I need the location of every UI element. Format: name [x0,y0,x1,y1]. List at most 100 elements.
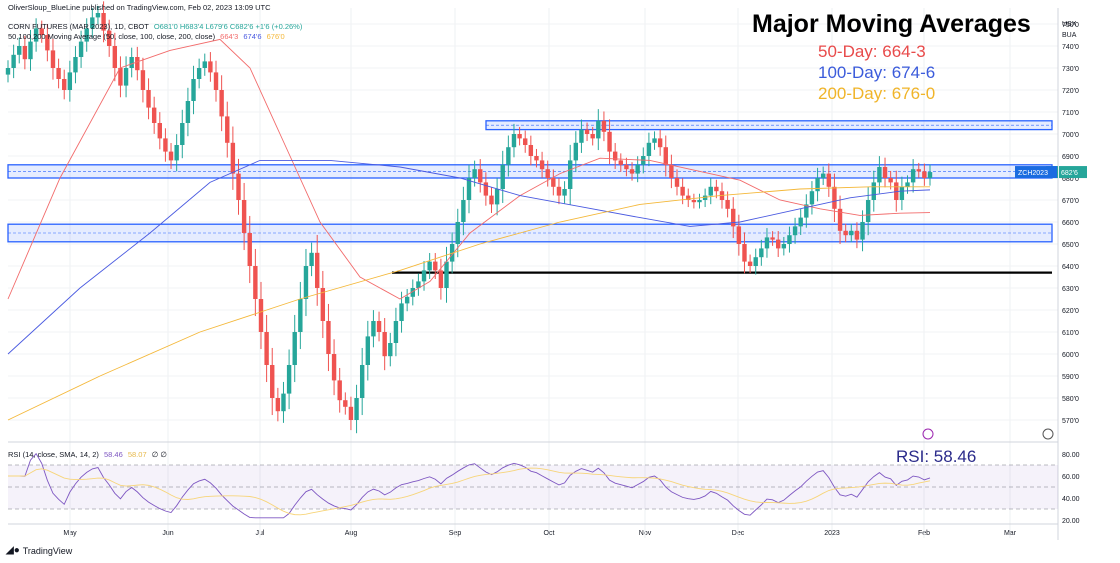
candle [624,157,629,177]
candle-body [781,244,787,249]
y-tick-label: 600'0 [1062,352,1079,359]
candle [877,156,882,194]
candle-body [455,222,460,244]
candle-body [517,134,522,139]
candle [101,1,106,43]
candle [882,157,888,188]
y-tick-label: 690'0 [1062,154,1079,161]
candle-body [635,164,640,174]
candle [506,135,511,177]
symbol-label: CORN FUTURES (MAR 2023), 1D, CBOT [8,22,149,31]
candle [146,78,151,120]
candle-body [860,222,865,240]
last-price-value: 682'6 [1061,170,1078,177]
candle [185,87,191,137]
candle-body [725,200,730,209]
candle [736,214,742,256]
rsi-sma-value: 58.07 [127,450,147,459]
tradingview-logo-text: TradingView [22,545,73,556]
candle-body [11,54,16,68]
candle-body [686,195,691,200]
candle [168,143,174,169]
candle-body [894,182,899,200]
candle-body [84,28,89,42]
y-tick-label: 740'0 [1062,44,1079,51]
candle-body [95,13,101,18]
candle-body [759,248,764,258]
candle-body [489,195,494,205]
candle [444,246,449,303]
candle-body [112,46,118,68]
candle [163,128,168,162]
candle [792,217,798,244]
candle [331,339,337,396]
candle-body [877,167,882,183]
candle-body [910,169,916,183]
ma100-value: 674'6 [243,32,262,41]
candle [241,182,247,251]
rsi-tick-label: 60.00 [1062,474,1080,481]
candle-body [168,151,174,161]
candle-body [674,178,680,187]
candle-body [472,169,477,178]
candle-body [882,167,888,178]
candle-body [534,156,539,161]
candle-body [264,332,269,365]
tradingview-logo[interactable]: ◢● TradingView [6,545,72,556]
candle [686,188,691,208]
candle [135,46,140,81]
candle [225,101,230,158]
candle-body [466,178,472,200]
candle-body [315,252,320,288]
candle-body [270,365,275,398]
candle [157,112,162,150]
candle-body [899,186,905,200]
candle-body [129,57,134,68]
candle-body [618,160,623,165]
candle [596,109,601,151]
candle [393,307,399,357]
candle [787,226,792,253]
candle-body [230,142,236,174]
y-tick-label: 750'0 [1062,22,1079,29]
candle-body [359,365,365,398]
candle-body [506,147,511,165]
candle [764,228,770,258]
candle-body [500,164,505,189]
candle [348,396,354,431]
candle-body [826,173,832,187]
dividend-icon [1042,428,1054,440]
x-axis-labels: MayJunJulAugSepOctNovDec2023FebMar [63,530,1016,537]
y-tick-label: 640'0 [1062,264,1079,271]
candle-body [73,57,78,73]
candle [714,179,719,199]
candle [315,234,320,306]
candle [84,18,89,52]
candle [388,332,393,367]
candle-body [258,299,264,332]
candle [894,170,899,212]
rsi-legend: RSI (14, close, SMA, 14, 2) 58.46 58.07 … [8,450,167,459]
candle-body [494,189,500,205]
ma50-value: 664'3 [220,32,239,41]
rsi-tick-label: 80.00 [1062,452,1080,459]
candle-body [433,261,438,271]
ma200-annotation: 200-Day: 676-0 [818,84,936,103]
candle [309,242,314,277]
candle-body [225,116,230,143]
candle-body [90,17,95,29]
rsi-annotation: RSI: 58.46 [896,447,977,466]
candle-body [213,72,219,90]
candle [567,144,573,205]
candle [151,96,157,134]
rsi-na-values: ∅ ∅ [151,450,167,459]
candle-body [556,186,562,196]
candle-body [354,398,359,420]
price-currency-label: USX [1062,21,1077,28]
candle-body [275,398,281,412]
candle [382,318,387,371]
y-tick-label: 590'0 [1062,374,1079,381]
candle [421,261,427,291]
candle-body [17,46,22,55]
